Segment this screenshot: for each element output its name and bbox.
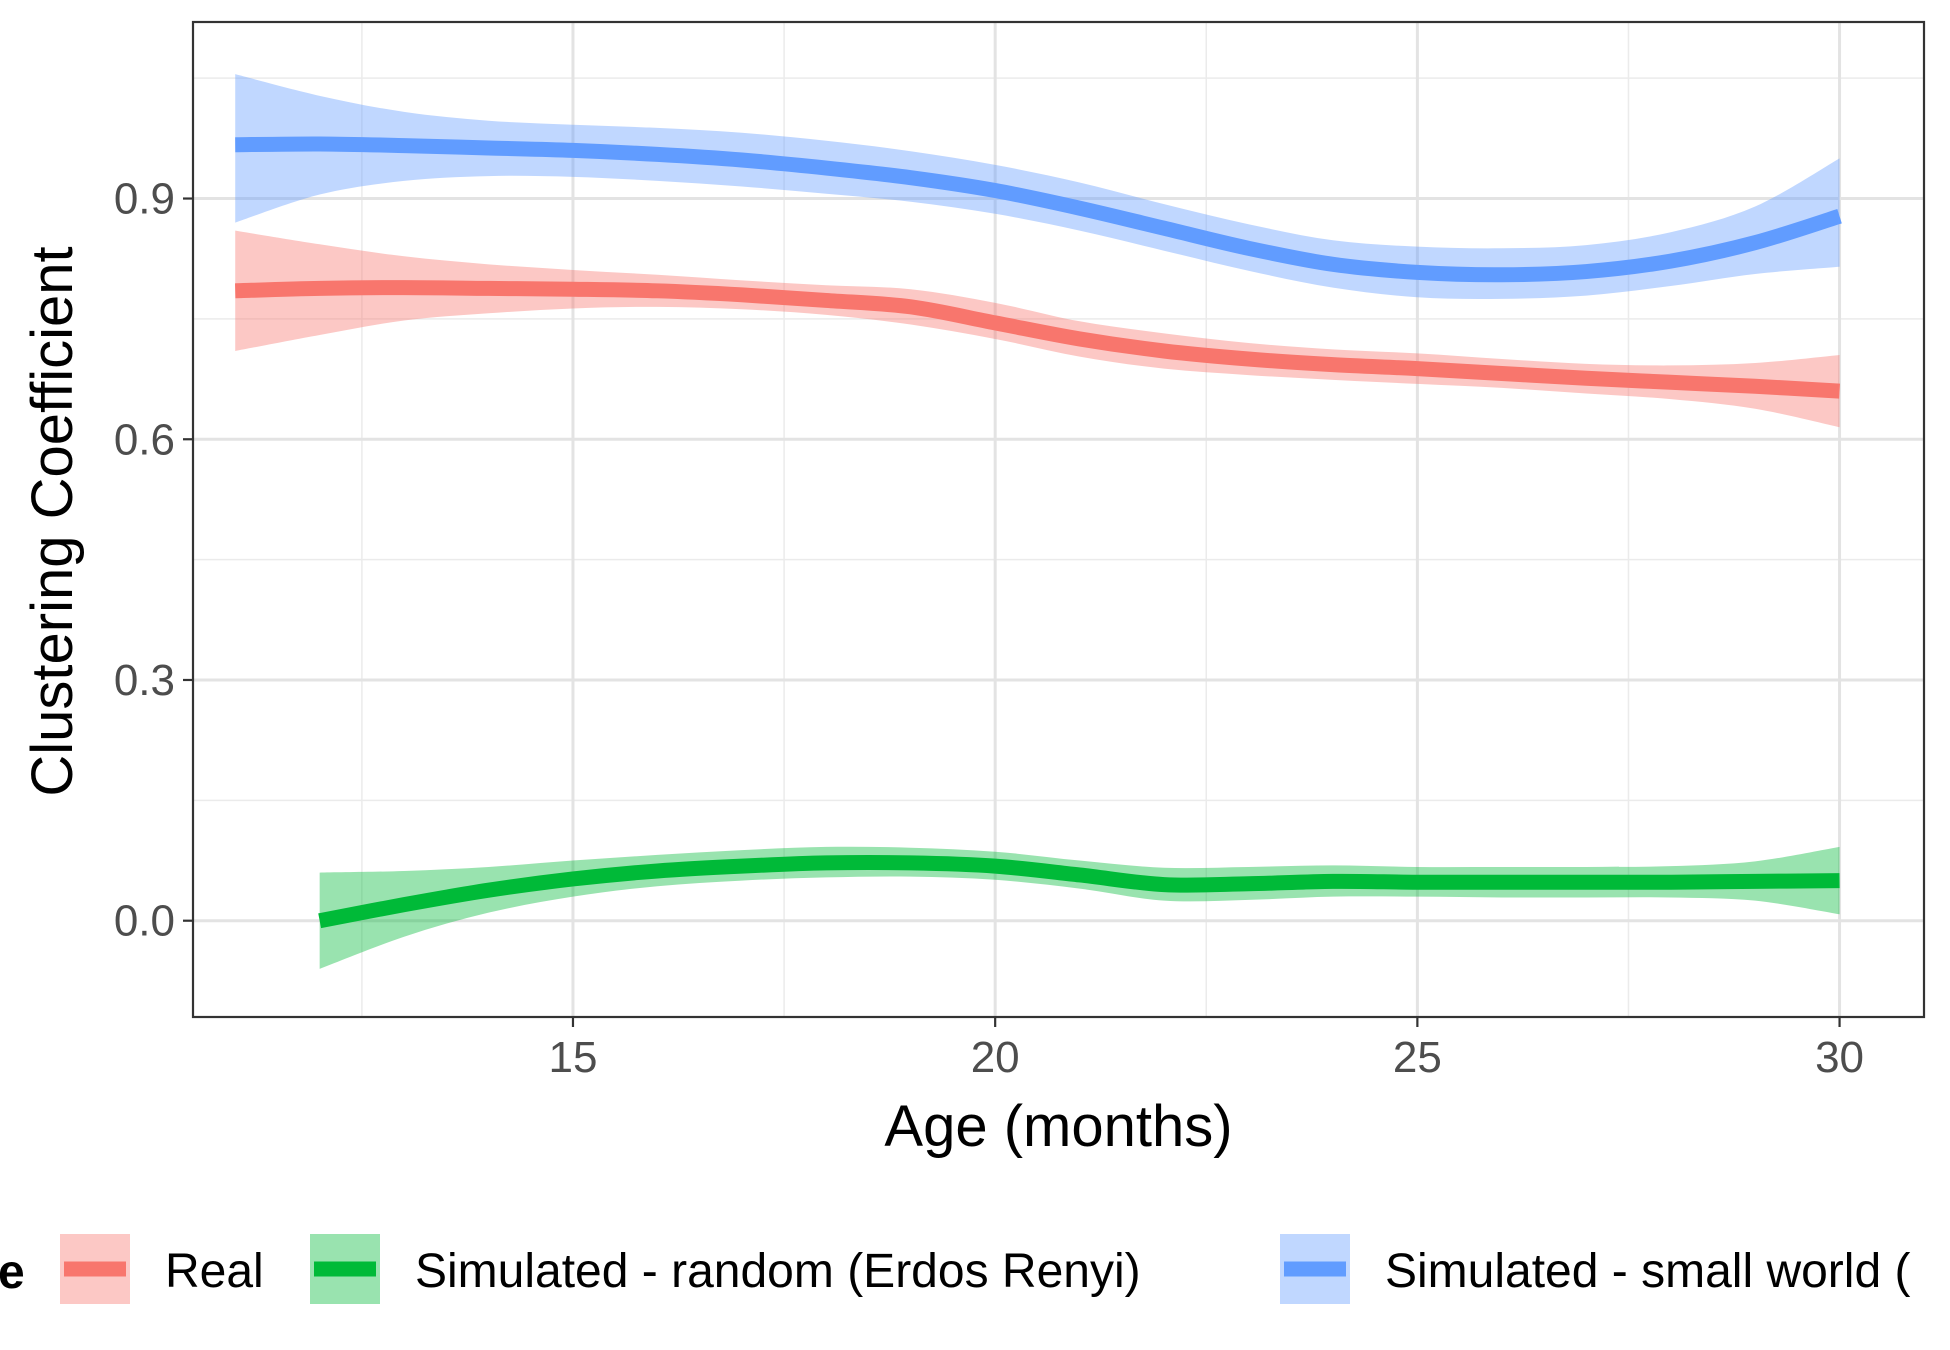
y-tick-label: 0.3 — [114, 656, 175, 705]
y-axis-title: Clustering Coefficient — [20, 246, 85, 796]
x-axis: 15 20 25 30 — [548, 1017, 1864, 1082]
legend-label-1: Simulated - random (Erdos Renyi) — [415, 1245, 1141, 1298]
legend-title: e — [0, 1246, 25, 1299]
x-tick-label: 20 — [971, 1033, 1020, 1082]
series-line-0 — [235, 280, 1840, 399]
y-tick-label: 0.0 — [114, 897, 175, 946]
series-line-1 — [318, 855, 1840, 929]
legend: e Real Simulated - random (Erdos Renyi) Sim… — [0, 1234, 1910, 1304]
x-axis-title: Age (months) — [884, 1094, 1232, 1159]
confidence-band-1 — [319, 846, 1840, 969]
y-tick-label: 0.6 — [114, 415, 175, 464]
series-lines — [235, 136, 1842, 929]
grid-major — [193, 22, 1924, 1017]
grid-minor — [193, 22, 1924, 1017]
x-tick-label: 25 — [1393, 1033, 1442, 1082]
legend-label-0: Real — [165, 1245, 264, 1298]
x-tick-label: 30 — [1815, 1033, 1864, 1082]
confidence-bands — [235, 74, 1840, 969]
legend-label-2: Simulated - small world ( — [1385, 1245, 1910, 1298]
series-line-2 — [235, 136, 1842, 283]
y-axis: 0.0 0.3 0.6 0.9 — [114, 175, 193, 946]
x-tick-label: 15 — [548, 1033, 597, 1082]
panel-border — [191, 20, 1926, 1019]
confidence-band-2 — [235, 74, 1840, 299]
y-tick-label: 0.9 — [114, 175, 175, 224]
